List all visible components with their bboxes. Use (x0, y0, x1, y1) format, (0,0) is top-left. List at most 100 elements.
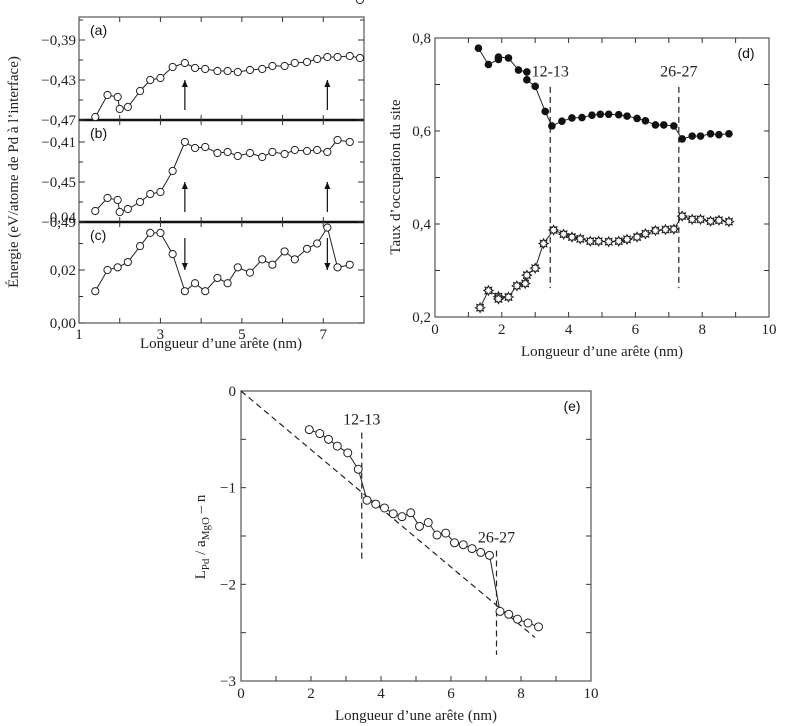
data-point (280, 247, 289, 256)
y-title-e-mid: / a (193, 540, 209, 559)
data-point (380, 503, 389, 513)
data-point (485, 550, 494, 560)
data-point (280, 149, 289, 159)
data-point-filled (484, 60, 493, 69)
data-point (168, 166, 177, 176)
data-point (113, 92, 122, 102)
x-tick-label: 7 (320, 327, 328, 343)
data-point-star (547, 224, 560, 236)
series-line-a (94, 55, 360, 118)
data-point (315, 429, 325, 439)
arrow-head (181, 263, 188, 270)
data-point-filled (688, 132, 696, 140)
data-point-filled (541, 107, 550, 116)
data-point (268, 61, 277, 71)
data-point (258, 152, 267, 162)
y-axis-title-d: Taux d’occupation du site (388, 99, 404, 254)
data-point-star (659, 223, 672, 236)
data-point (135, 197, 145, 207)
y-tick-label: −0,41 (41, 135, 76, 151)
annotation-label: 26-27 (478, 530, 515, 547)
y-tick-label: −2 (220, 577, 236, 593)
x-tick-label: 3 (157, 327, 165, 343)
x-tick-label: 8 (517, 686, 525, 702)
y-tick-label: −0,43 (41, 73, 76, 89)
data-point (201, 287, 210, 296)
data-point (450, 538, 459, 548)
panel-label: (b) (90, 125, 107, 141)
data-point-star (621, 233, 633, 246)
data-point-filled (696, 132, 705, 140)
data-point (168, 62, 177, 72)
data-point (103, 265, 112, 275)
data-point-star (502, 291, 515, 303)
data-point-filled (494, 53, 503, 61)
x-tick-label: 0 (431, 322, 439, 338)
data-point (258, 255, 267, 264)
data-point-filled (633, 114, 641, 123)
data-point (213, 273, 222, 283)
data-point-star (686, 213, 698, 226)
data-point (280, 61, 289, 71)
x-tick-label: 4 (565, 322, 573, 338)
data-point (333, 52, 342, 62)
data-point-filled (558, 117, 566, 126)
panel-label-d: (d) (737, 45, 754, 61)
y-tick-label: 0,4 (412, 217, 431, 233)
x-tick-label: 8 (698, 322, 706, 338)
data-point (233, 263, 242, 272)
data-point-star (521, 269, 533, 281)
data-point (345, 51, 354, 61)
x-tick-label: 6 (447, 686, 455, 702)
data-point-filled (659, 121, 668, 129)
y-axis-title-e: LPd / aMgO – n (193, 494, 212, 579)
data-point (258, 64, 267, 74)
series-line-b (94, 139, 350, 213)
data-point (371, 499, 381, 509)
data-point (323, 147, 332, 157)
arrow-head (181, 80, 188, 87)
y-title-e-sub1: Pd (200, 558, 212, 570)
panel-label: (c) (90, 227, 106, 243)
x-tick-label: 10 (762, 322, 777, 338)
data-point (168, 250, 177, 259)
data-point (190, 279, 200, 288)
data-point (113, 195, 122, 205)
data-point-filled (474, 44, 483, 53)
reference-dashed-line (240, 390, 536, 638)
series-line-filled-circles (477, 47, 729, 140)
data-point (123, 204, 132, 214)
data-point (302, 244, 312, 253)
data-point (233, 151, 242, 161)
y-tick-label: 0,2 (412, 310, 431, 326)
data-point (146, 189, 155, 199)
annotation-label: 26-27 (660, 64, 697, 81)
data-point (223, 279, 232, 288)
data-point-filled (523, 76, 531, 84)
data-point (345, 260, 354, 269)
data-point (495, 606, 505, 616)
data-point-star (574, 233, 587, 245)
data-point (313, 239, 322, 248)
annotation-label: 12-13 (343, 412, 380, 429)
data-point (123, 257, 132, 267)
data-point-star (612, 235, 625, 247)
data-point (268, 260, 277, 269)
x-tick-label: 2 (498, 322, 506, 338)
y-tick-label: −1 (220, 481, 236, 497)
x-tick-label: 6 (632, 322, 640, 338)
data-point (123, 102, 132, 112)
data-point-filled (596, 110, 605, 119)
data-point-filled (568, 114, 576, 122)
data-point (180, 58, 189, 68)
arrow-head (324, 182, 331, 189)
data-point (115, 207, 124, 217)
data-point-star (592, 235, 605, 247)
data-point-filled (578, 113, 586, 122)
data-point (388, 509, 398, 519)
data-point-filled (641, 116, 650, 125)
data-point (415, 521, 424, 531)
data-point (146, 75, 155, 85)
data-point (353, 464, 363, 474)
plot-frame-abc (78, 16, 365, 324)
